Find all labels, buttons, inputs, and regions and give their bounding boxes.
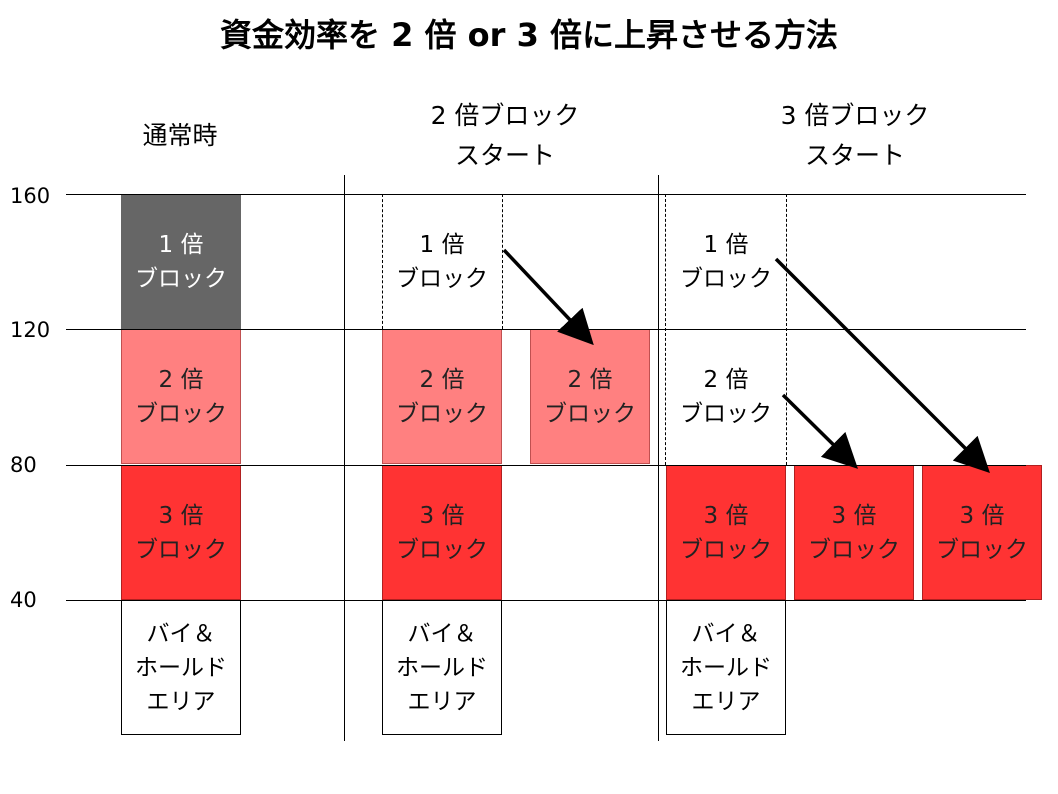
block-label-word: ブロック xyxy=(680,265,772,292)
block-label-ratio: 2 倍 xyxy=(158,366,204,393)
block-label-word: ブロック xyxy=(680,400,772,427)
block-label-ratio: 3 倍 xyxy=(703,502,749,529)
buy-hold-line1: バイ＆ xyxy=(691,620,761,647)
arrow-triple-move-two-x xyxy=(781,393,858,469)
buy-hold-line3: エリア xyxy=(691,688,761,715)
triple-ghost-one-x-block: 1 倍 ブロック xyxy=(666,194,786,329)
triple-buy-hold-area: バイ＆ ホールド エリア xyxy=(666,600,786,735)
gridline-120 xyxy=(66,329,1026,330)
buy-hold-line3: エリア xyxy=(407,688,477,715)
block-label-word: ブロック xyxy=(135,265,227,292)
triple-three-x-block: 3 倍 ブロック xyxy=(666,465,786,600)
block-label-word: ブロック xyxy=(936,536,1028,563)
arrow-double-move xyxy=(502,248,594,346)
buy-hold-line1: バイ＆ xyxy=(407,620,477,647)
block-label-word: ブロック xyxy=(135,400,227,427)
normal-three-x-block: 3 倍 ブロック xyxy=(121,465,241,600)
block-label-ratio: 3 倍 xyxy=(419,502,465,529)
gridline-160 xyxy=(66,194,1026,195)
block-label-word: ブロック xyxy=(544,400,636,427)
y-label-120: 120 xyxy=(10,318,51,342)
triple-moved-three-x-block-b: 3 倍 ブロック xyxy=(922,465,1042,600)
column-header-normal: 通常時 xyxy=(120,116,240,156)
block-label-word: ブロック xyxy=(680,536,772,563)
double-two-x-block: 2 倍 ブロック xyxy=(382,329,502,464)
column-header-double-line1: 2 倍ブロック xyxy=(430,101,580,130)
column-header-triple-line1: 3 倍ブロック xyxy=(780,101,930,130)
double-three-x-block: 3 倍 ブロック xyxy=(382,465,502,600)
block-label-word: ブロック xyxy=(396,400,488,427)
block-label-ratio: 3 倍 xyxy=(831,502,877,529)
y-label-80: 80 xyxy=(10,453,37,477)
y-label-160: 160 xyxy=(10,184,51,208)
buy-hold-line2: ホールド xyxy=(135,654,227,681)
block-label-ratio: 1 倍 xyxy=(158,231,204,258)
column-divider-1 xyxy=(344,175,345,741)
buy-hold-line3: エリア xyxy=(146,688,216,715)
block-label-word: ブロック xyxy=(396,536,488,563)
block-label-word: ブロック xyxy=(135,536,227,563)
column-header-double-start: 2 倍ブロック スタート xyxy=(380,96,630,176)
arrow-triple-move-one-x xyxy=(774,257,990,473)
normal-buy-hold-area: バイ＆ ホールド エリア xyxy=(121,600,241,735)
column-header-normal-label: 通常時 xyxy=(142,121,218,150)
block-label-ratio: 2 倍 xyxy=(703,366,749,393)
block-label-ratio: 3 倍 xyxy=(158,502,204,529)
gridline-40 xyxy=(66,600,1026,601)
column-header-double-line2: スタート xyxy=(454,141,555,170)
triple-moved-three-x-block-a: 3 倍 ブロック xyxy=(794,465,914,600)
block-label-word: ブロック xyxy=(808,536,900,563)
block-label-ratio: 1 倍 xyxy=(703,231,749,258)
column-divider-2 xyxy=(658,175,659,741)
column-header-triple-start: 3 倍ブロック スタート xyxy=(730,96,980,176)
triple-ghost-two-x-block: 2 倍 ブロック xyxy=(666,329,786,464)
page-title: 資金効率を 2 倍 or 3 倍に上昇させる方法 xyxy=(219,16,838,54)
block-label-word: ブロック xyxy=(396,265,488,292)
normal-two-x-block: 2 倍 ブロック xyxy=(121,329,241,464)
block-label-ratio: 3 倍 xyxy=(959,502,1005,529)
buy-hold-line2: ホールド xyxy=(396,654,488,681)
block-label-ratio: 2 倍 xyxy=(567,366,613,393)
block-label-ratio: 1 倍 xyxy=(419,231,465,258)
double-moved-two-x-block: 2 倍 ブロック xyxy=(530,329,650,464)
block-label-ratio: 2 倍 xyxy=(419,366,465,393)
normal-one-x-block: 1 倍 ブロック xyxy=(121,194,241,329)
column-header-triple-line2: スタート xyxy=(804,141,905,170)
double-ghost-one-x-block: 1 倍 ブロック xyxy=(382,194,502,329)
y-label-40: 40 xyxy=(10,588,37,612)
buy-hold-line2: ホールド xyxy=(680,654,772,681)
double-ghost-one-x-outline xyxy=(382,194,503,329)
buy-hold-line1: バイ＆ xyxy=(146,620,216,647)
gridline-80 xyxy=(66,465,1026,466)
double-buy-hold-area: バイ＆ ホールド エリア xyxy=(382,600,502,735)
